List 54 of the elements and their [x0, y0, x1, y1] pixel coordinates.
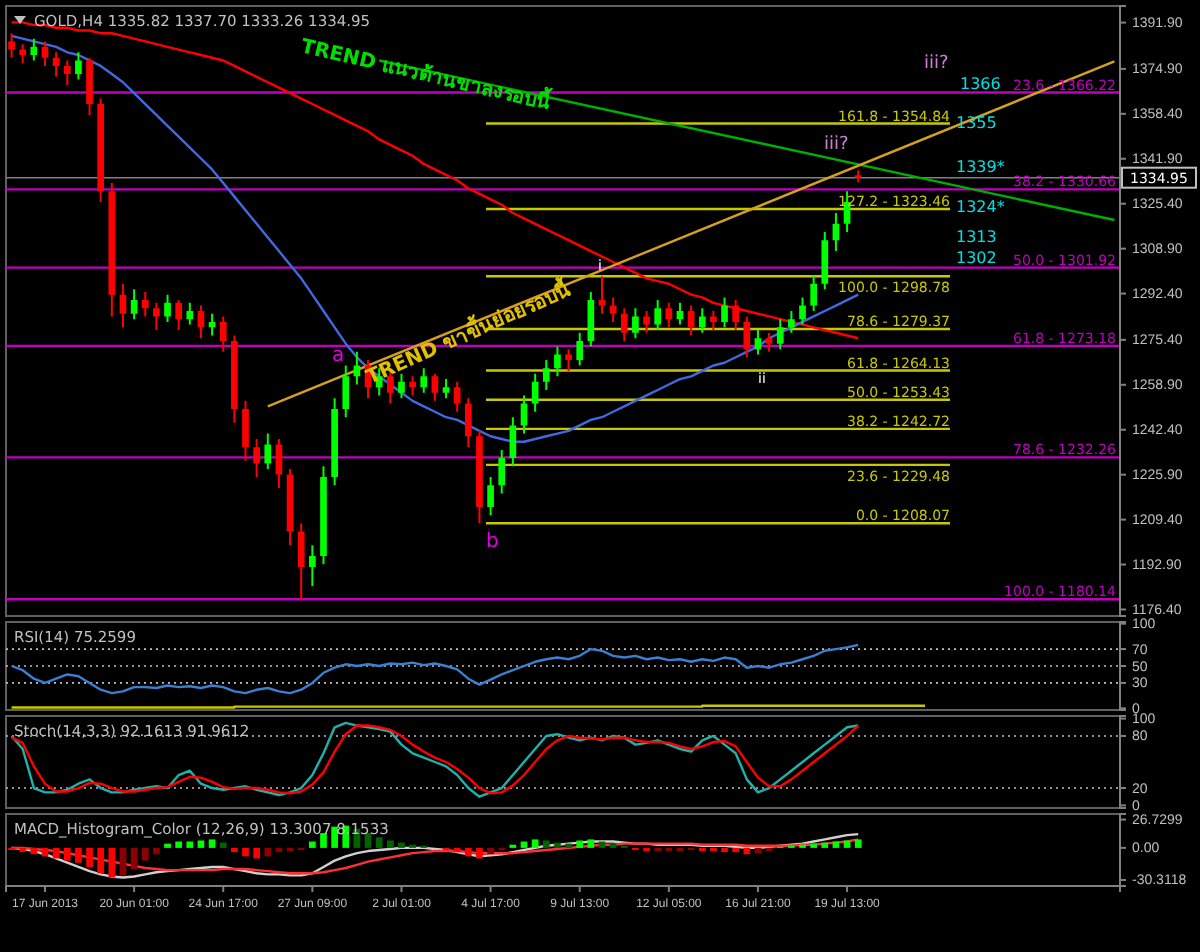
bar [331, 826, 338, 848]
bar [242, 847, 249, 857]
candlestick [710, 311, 717, 331]
bar [264, 847, 272, 857]
bar [175, 841, 183, 848]
annotation: iii? [824, 135, 849, 156]
bar [141, 847, 149, 861]
bar [186, 841, 194, 848]
candlestick [598, 276, 606, 314]
bar [375, 837, 383, 848]
line-series [10, 643, 860, 695]
bar [843, 840, 851, 848]
bar [108, 847, 116, 878]
bar [97, 847, 105, 874]
bar [476, 847, 483, 859]
bar [554, 842, 561, 848]
bar [453, 847, 461, 853]
annotation: b [486, 531, 499, 554]
annotation: 1324* [956, 198, 1005, 216]
bar [386, 840, 394, 848]
bar [253, 847, 260, 859]
annotation: a [332, 344, 345, 367]
bar [19, 847, 27, 853]
bar [732, 847, 740, 853]
bar [587, 839, 595, 848]
bar [309, 841, 316, 848]
annotation: 1339* [956, 158, 1005, 176]
bar [197, 840, 205, 848]
candlestick [8, 33, 15, 58]
bar [487, 847, 494, 855]
annotation: 1366 [960, 75, 1001, 94]
bar [743, 847, 751, 855]
bar [821, 842, 829, 848]
bar [531, 839, 539, 848]
bar [75, 847, 82, 863]
candlestick [854, 170, 862, 183]
candlestick [643, 311, 650, 333]
bar [63, 847, 71, 861]
bar [721, 847, 728, 853]
bar [231, 847, 238, 853]
bar [208, 839, 216, 848]
annotation: 1355 [956, 114, 997, 132]
annotation: 1313 [956, 228, 997, 246]
bar [576, 840, 584, 848]
bar [219, 842, 227, 848]
annotation: iii? [924, 54, 949, 74]
bar [320, 833, 327, 848]
bar [86, 847, 93, 867]
bar [153, 847, 160, 855]
bar [542, 840, 550, 848]
bar [398, 842, 405, 848]
bar [854, 839, 862, 848]
bar [464, 847, 472, 857]
annotation: 1302 [956, 249, 997, 268]
